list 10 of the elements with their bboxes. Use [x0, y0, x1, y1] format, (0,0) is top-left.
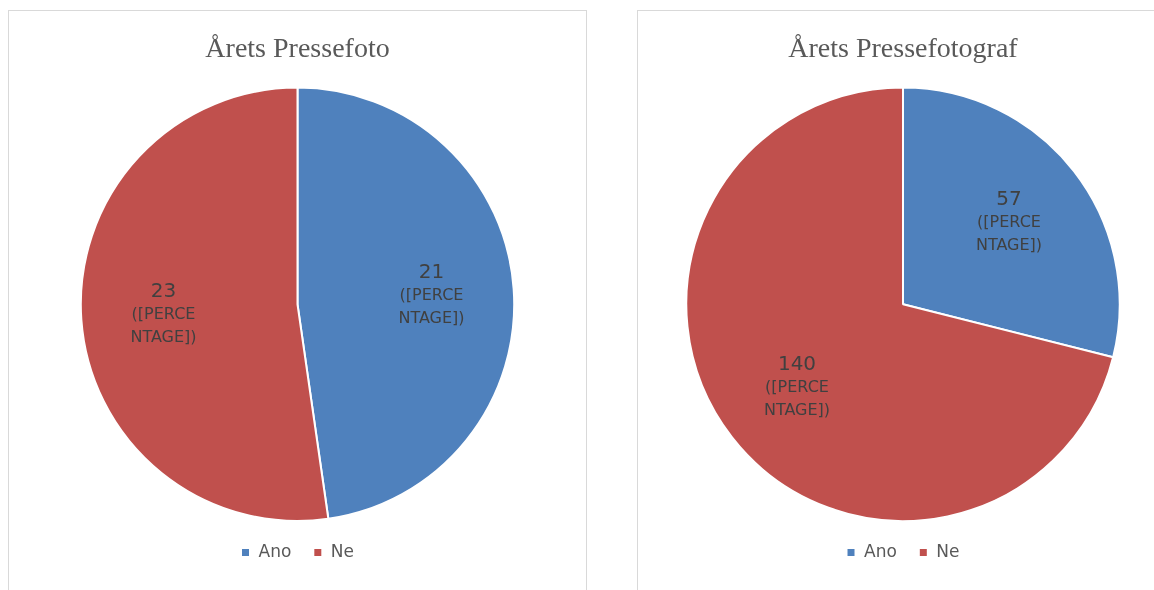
- data-label: 57 ([PERCENTAGE]): [975, 185, 1043, 254]
- legend-label: Ne: [936, 540, 960, 561]
- chart-title: Årets Pressefotograf: [788, 32, 1019, 64]
- legend-label: Ano: [258, 540, 292, 561]
- legend-label: Ano: [864, 540, 897, 561]
- data-label: 21 ([PERCENTAGE]): [398, 258, 465, 327]
- data-label: 23 ([PERCENTAGE]): [130, 278, 197, 347]
- chart-title: Årets Pressefoto: [205, 32, 390, 64]
- legend-label: Ne: [330, 540, 354, 561]
- data-label: 140 ([PERCENTAGE]): [763, 351, 831, 420]
